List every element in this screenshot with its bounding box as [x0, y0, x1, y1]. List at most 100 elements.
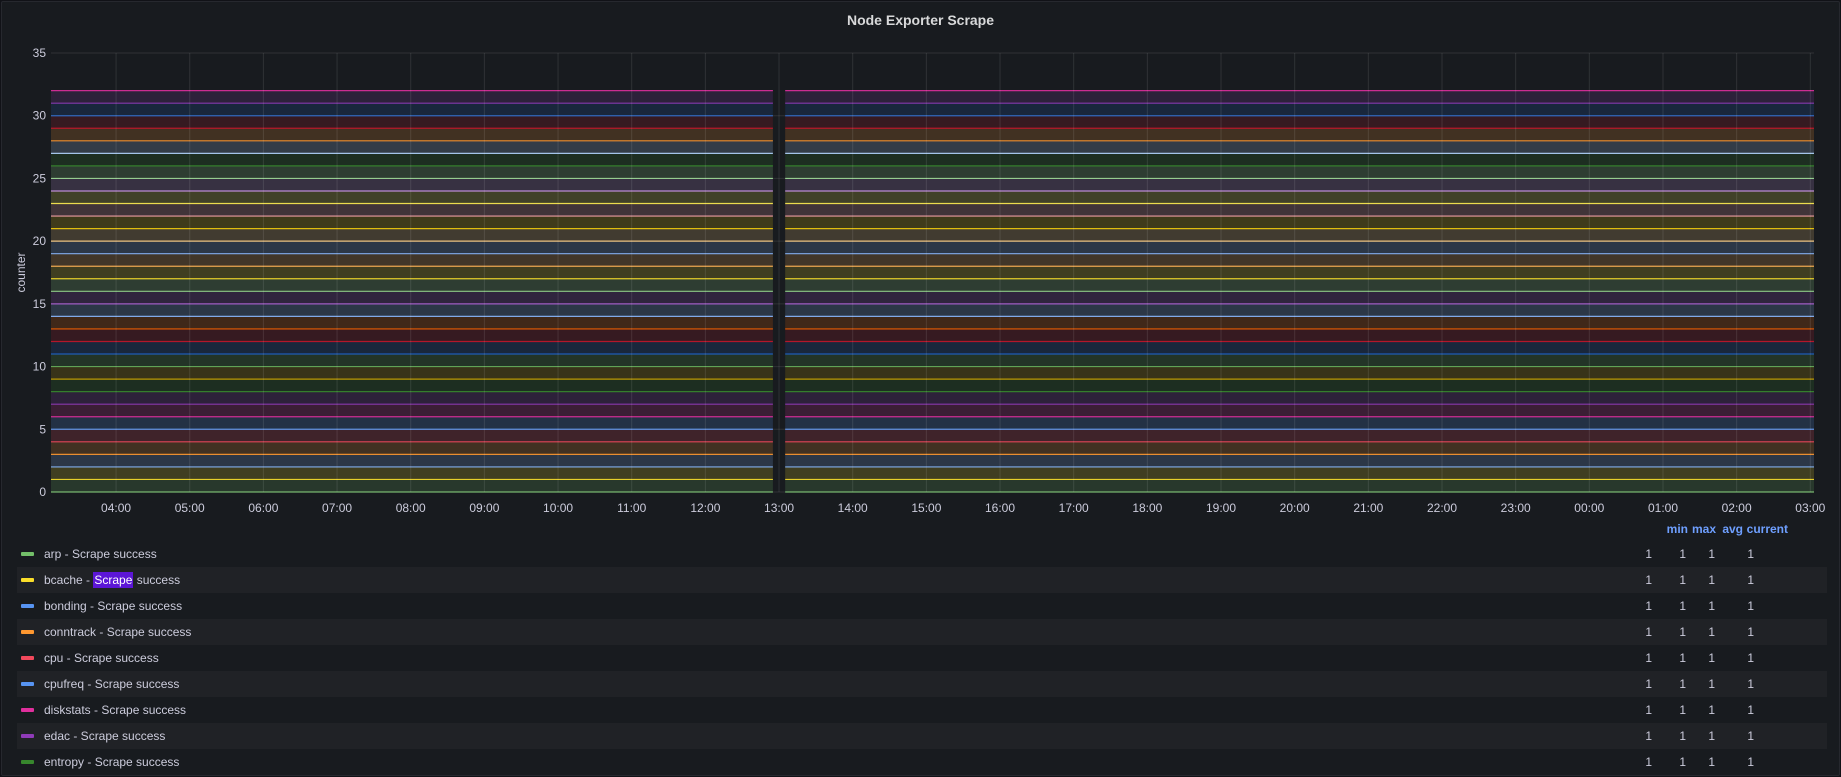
series-area-band[interactable] [51, 316, 773, 329]
legend-series-label[interactable]: edac - Scrape success [44, 723, 165, 749]
legend-series-label[interactable]: cpufreq - Scrape success [44, 671, 179, 697]
series-area-band[interactable] [785, 115, 1814, 129]
series-area-band[interactable] [785, 366, 1814, 380]
legend-col-min[interactable]: min [1666, 522, 1688, 536]
series-area-band[interactable] [785, 328, 1814, 342]
series-area-band[interactable] [785, 266, 1814, 279]
legend-row[interactable]: cpufreq - Scrape success 1 1 1 1 [17, 671, 1827, 697]
series-area-band[interactable] [785, 416, 1814, 430]
series-area-band[interactable] [51, 216, 773, 229]
series-area-band[interactable] [785, 441, 1814, 455]
legend-row[interactable]: bonding - Scrape success 1 1 1 1 [17, 593, 1827, 619]
series-area-band[interactable] [51, 115, 773, 129]
legend-row[interactable]: conntrack - Scrape success 1 1 1 1 [17, 619, 1827, 645]
legend-color-swatch[interactable] [21, 760, 34, 764]
series-area-band[interactable] [785, 90, 1814, 104]
legend-color-swatch[interactable] [21, 604, 34, 608]
legend-series-label[interactable]: cpu - Scrape success [44, 645, 159, 671]
series-area-band[interactable] [51, 266, 773, 279]
series-area-band[interactable] [51, 303, 773, 317]
series-area-band[interactable] [785, 278, 1814, 292]
legend-row[interactable]: cpu - Scrape success 1 1 1 1 [17, 645, 1827, 671]
legend-series-label[interactable]: diskstats - Scrape success [44, 697, 186, 723]
legend-color-swatch[interactable] [21, 552, 34, 556]
series-area-band[interactable] [51, 291, 773, 304]
legend-col-avg[interactable]: avg [1722, 522, 1743, 536]
series-area-band[interactable] [785, 303, 1814, 317]
series-area-band[interactable] [51, 341, 773, 355]
legend-col-current[interactable]: current [1746, 522, 1788, 536]
legend-color-swatch[interactable] [21, 682, 34, 686]
series-area-band[interactable] [785, 128, 1814, 141]
series-area-band[interactable] [785, 429, 1814, 442]
series-area-band[interactable] [51, 153, 773, 166]
series-area-band[interactable] [51, 416, 773, 430]
series-area-band[interactable] [785, 466, 1814, 480]
series-area-band[interactable] [785, 228, 1814, 242]
series-area-band[interactable] [785, 103, 1814, 116]
series-area-band[interactable] [51, 278, 773, 292]
legend-col-max[interactable]: max [1691, 522, 1716, 536]
series-area-band[interactable] [785, 140, 1814, 154]
series-area-band[interactable] [51, 241, 773, 254]
series-area-band[interactable] [785, 316, 1814, 329]
legend-series-label[interactable]: bcache - Scrape success [44, 567, 180, 593]
series-area-band[interactable] [785, 241, 1814, 254]
series-area-band[interactable] [785, 178, 1814, 191]
legend-series-label[interactable]: bonding - Scrape success [44, 593, 182, 619]
series-area-band[interactable] [785, 291, 1814, 304]
legend-series-label[interactable]: conntrack - Scrape success [44, 619, 191, 645]
legend-value-max: 1 [1679, 599, 1686, 613]
series-area-band[interactable] [51, 140, 773, 154]
legend-color-swatch[interactable] [21, 578, 34, 582]
series-area-band[interactable] [51, 441, 773, 455]
series-area-band[interactable] [51, 128, 773, 141]
series-area-band[interactable] [51, 178, 773, 191]
series-area-band[interactable] [785, 190, 1814, 204]
legend-series-label[interactable]: entropy - Scrape success [44, 749, 179, 775]
legend-color-swatch[interactable] [21, 708, 34, 712]
legend-row[interactable]: edac - Scrape success 1 1 1 1 [17, 723, 1827, 749]
series-area-band[interactable] [51, 328, 773, 342]
series-area-band[interactable] [51, 190, 773, 204]
series-area-band[interactable] [785, 165, 1814, 179]
legend-color-swatch[interactable] [21, 656, 34, 660]
series-area-band[interactable] [51, 165, 773, 179]
series-area-band[interactable] [785, 203, 1814, 217]
series-area-band[interactable] [785, 153, 1814, 166]
series-area-band[interactable] [785, 379, 1814, 392]
series-area-band[interactable] [51, 454, 773, 467]
series-area-band[interactable] [51, 203, 773, 217]
legend-row[interactable]: entropy - Scrape success 1 1 1 1 [17, 749, 1827, 775]
series-area-band[interactable] [785, 454, 1814, 467]
legend-color-swatch[interactable] [21, 630, 34, 634]
series-area-band[interactable] [785, 391, 1814, 405]
series-area-band[interactable] [785, 341, 1814, 355]
x-tick-label: 23:00 [1501, 501, 1531, 515]
series-area-band[interactable] [785, 354, 1814, 367]
legend-row[interactable]: bcache - Scrape success 1 1 1 1 [17, 567, 1827, 593]
panel-title[interactable]: Node Exporter Scrape [846, 12, 995, 28]
series-area-band[interactable] [51, 90, 773, 104]
chart-plot[interactable]: 0 5 10 15 20 25 30 35 04:00 05:00 06:00 07:00 08:00 0… [2, 2, 1839, 522]
series-area-band[interactable] [51, 466, 773, 480]
legend-row[interactable]: arp - Scrape success 1 1 1 1 [17, 541, 1827, 567]
series-area-band[interactable] [51, 228, 773, 242]
series-area-band[interactable] [51, 366, 773, 380]
legend-color-swatch[interactable] [21, 734, 34, 738]
series-area-band[interactable] [785, 404, 1814, 417]
series-area-band[interactable] [51, 354, 773, 367]
series-area-band[interactable] [785, 253, 1814, 267]
series-area-band[interactable] [51, 253, 773, 267]
series-area-band[interactable] [785, 479, 1814, 492]
legend-row[interactable]: diskstats - Scrape success 1 1 1 1 [17, 697, 1827, 723]
series-area-band[interactable] [51, 379, 773, 392]
series-area-band[interactable] [51, 391, 773, 405]
legend-value-avg: 1 [1708, 547, 1715, 561]
series-area-band[interactable] [51, 479, 773, 492]
series-area-band[interactable] [51, 404, 773, 417]
series-area-band[interactable] [51, 429, 773, 442]
legend-series-label[interactable]: arp - Scrape success [44, 541, 157, 567]
series-area-band[interactable] [785, 216, 1814, 229]
series-area-band[interactable] [51, 103, 773, 116]
